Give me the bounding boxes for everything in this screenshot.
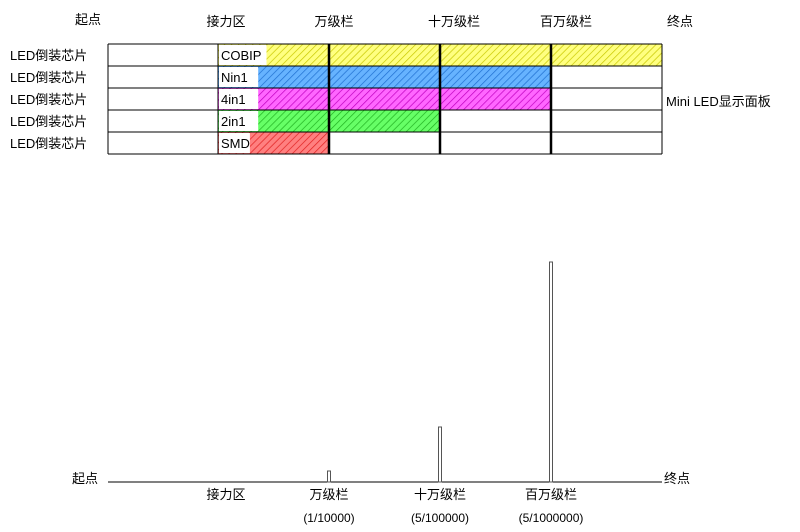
row-tag-4in1: 4in1 [221,92,246,107]
row-left-label: LED倒装芯片 [10,48,87,63]
bar-shiwan [438,426,442,483]
row-tag-box [219,45,267,65]
row-fill-4in1 [218,88,551,110]
header-baiwan: 百万级栏 [540,14,592,29]
row-fill-nin1 [218,66,551,88]
bar-baiwan [549,261,553,483]
bottom-wan: 万级栏 [309,487,348,502]
row-tag-smd: SMD [221,136,250,151]
row-tag-box [219,111,259,131]
bottom-wan-ratio: (1/10000) [303,511,354,525]
header-end: 终点 [667,14,693,29]
bottom-baiwan-ratio: (5/1000000) [519,511,584,525]
row-tag-nin1: Nin1 [221,70,248,85]
bar-wan [327,470,331,483]
bottom-baiwan: 百万级栏 [525,487,577,502]
bottom-end: 终点 [664,471,690,486]
row-left-label: LED倒装芯片 [10,114,87,129]
bottom-shiwan: 十万级栏 [414,487,466,502]
header-wan: 万级栏 [314,14,353,29]
right-label: Mini LED显示面板 [666,94,771,109]
row-left-label: LED倒装芯片 [10,136,87,151]
row-tag-box [219,89,259,109]
row-tag-box [219,133,250,153]
row-left-label: LED倒装芯片 [10,70,87,85]
bottom-relay: 接力区 [206,487,245,502]
bottom-start: 起点 [72,471,98,486]
bottom-shiwan-ratio: (5/100000) [411,511,469,525]
row-tag-2in1: 2in1 [221,114,246,129]
row-labels: COBIP LED倒装芯片 Nin1 LED倒装芯片 4in1 LED倒装芯片 2in1 LE… [10,48,261,151]
bottom-bars [327,261,553,483]
row-tag-cobip: COBIP [221,48,261,63]
grid-lines [107,43,663,155]
row-tag-box [219,67,259,87]
row-left-label: LED倒装芯片 [10,92,87,107]
header-relay: 接力区 [206,14,245,29]
header-start: 起点 [75,12,101,27]
header-shiwan: 十万级栏 [428,14,480,29]
